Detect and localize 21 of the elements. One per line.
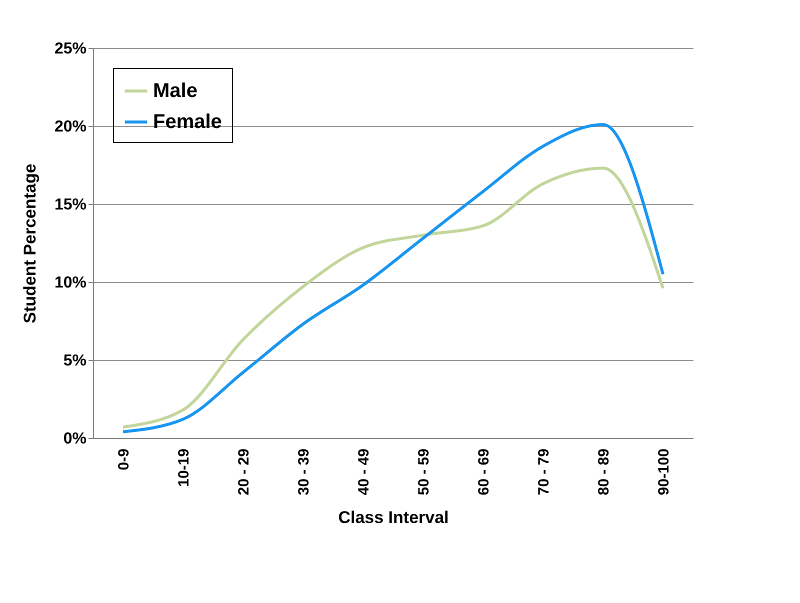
y-tick-label: 25% (54, 40, 86, 58)
y-tick-label: 10% (54, 274, 86, 292)
x-axis-title: Class Interval (338, 508, 449, 528)
y-tick-label: 15% (54, 196, 86, 214)
x-tick-label: 90-100 (656, 448, 672, 496)
line-series (122, 166, 664, 429)
x-tick-label: 10-19 (176, 448, 192, 487)
legend-label: Male (153, 80, 198, 102)
x-tick-label: 40 - 49 (356, 448, 372, 496)
x-tick-label: 0-9 (116, 448, 132, 470)
y-axis-title: Student Percentage (20, 164, 40, 324)
y-tick-label: 20% (54, 118, 86, 136)
x-tick-label: 80 - 89 (596, 448, 612, 496)
y-tick-label: 5% (63, 352, 86, 370)
legend-label: Female (153, 111, 222, 133)
y-tick-label: 0% (63, 430, 86, 448)
x-tick-label: 20 - 29 (236, 448, 252, 496)
x-tick-label: 30 - 39 (296, 448, 312, 496)
x-tick-label: 60 - 69 (476, 448, 492, 496)
x-tick-label: 50 - 59 (416, 448, 432, 496)
x-tick-label: 70 - 79 (536, 448, 552, 496)
